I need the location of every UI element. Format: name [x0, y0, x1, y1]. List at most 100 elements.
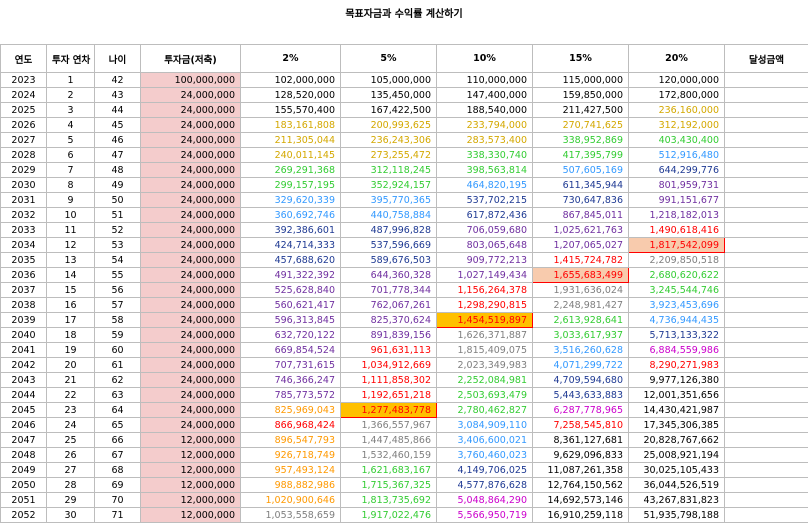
cell-achieved-amount[interactable]	[725, 73, 808, 88]
cell-year[interactable]: 2032	[1, 208, 47, 223]
cell-year[interactable]: 2052	[1, 508, 47, 523]
cell-year[interactable]: 2036	[1, 268, 47, 283]
cell-invest-year-count[interactable]: 21	[47, 373, 95, 388]
cell-age[interactable]: 54	[95, 253, 141, 268]
cell-age[interactable]: 57	[95, 298, 141, 313]
cell-rate-10[interactable]: 909,772,213	[437, 253, 533, 268]
cell-rate-2[interactable]: 392,386,601	[241, 223, 341, 238]
cell-rate-10[interactable]: 2,503,693,479	[437, 388, 533, 403]
header-rate-10[interactable]: 10%	[437, 45, 533, 73]
cell-rate-20[interactable]: 1,490,618,416	[629, 223, 725, 238]
cell-rate-10[interactable]: 706,059,680	[437, 223, 533, 238]
cell-year[interactable]: 2030	[1, 178, 47, 193]
cell-investment[interactable]: 12,000,000	[141, 448, 241, 463]
cell-invest-year-count[interactable]: 8	[47, 178, 95, 193]
cell-rate-15[interactable]: 2,613,928,641	[533, 313, 629, 328]
cell-age[interactable]: 63	[95, 388, 141, 403]
cell-rate-15[interactable]: 867,845,011	[533, 208, 629, 223]
cell-investment[interactable]: 24,000,000	[141, 133, 241, 148]
cell-age[interactable]: 53	[95, 238, 141, 253]
header-rate-15[interactable]: 15%	[533, 45, 629, 73]
cell-achieved-amount[interactable]	[725, 223, 808, 238]
cell-rate-10[interactable]: 1,156,264,378	[437, 283, 533, 298]
cell-rate-10[interactable]: 2,023,349,983	[437, 358, 533, 373]
cell-invest-year-count[interactable]: 24	[47, 418, 95, 433]
cell-year[interactable]: 2045	[1, 403, 47, 418]
cell-rate-5[interactable]: 1,532,460,159	[341, 448, 437, 463]
cell-rate-15[interactable]: 211,427,500	[533, 103, 629, 118]
cell-rate-5[interactable]: 395,770,365	[341, 193, 437, 208]
cell-investment[interactable]: 24,000,000	[141, 298, 241, 313]
header-invest-year-count[interactable]: 투자 연차	[47, 45, 95, 73]
cell-year[interactable]: 2023	[1, 73, 47, 88]
cell-rate-20[interactable]: 36,044,526,519	[629, 478, 725, 493]
cell-rate-10[interactable]: 147,400,000	[437, 88, 533, 103]
cell-year[interactable]: 2029	[1, 163, 47, 178]
cell-age[interactable]: 62	[95, 373, 141, 388]
cell-rate-2[interactable]: 183,161,808	[241, 118, 341, 133]
cell-investment[interactable]: 24,000,000	[141, 328, 241, 343]
cell-age[interactable]: 67	[95, 448, 141, 463]
cell-invest-year-count[interactable]: 30	[47, 508, 95, 523]
cell-year[interactable]: 2037	[1, 283, 47, 298]
cell-invest-year-count[interactable]: 26	[47, 448, 95, 463]
cell-year[interactable]: 2046	[1, 418, 47, 433]
cell-invest-year-count[interactable]: 19	[47, 343, 95, 358]
cell-achieved-amount[interactable]	[725, 313, 808, 328]
cell-age[interactable]: 71	[95, 508, 141, 523]
cell-achieved-amount[interactable]	[725, 298, 808, 313]
cell-age[interactable]: 66	[95, 433, 141, 448]
cell-invest-year-count[interactable]: 6	[47, 148, 95, 163]
cell-investment[interactable]: 24,000,000	[141, 283, 241, 298]
cell-rate-5[interactable]: 762,067,261	[341, 298, 437, 313]
cell-year[interactable]: 2031	[1, 193, 47, 208]
cell-investment[interactable]: 24,000,000	[141, 223, 241, 238]
cell-rate-5[interactable]: 167,422,500	[341, 103, 437, 118]
cell-year[interactable]: 2051	[1, 493, 47, 508]
cell-achieved-amount[interactable]	[725, 493, 808, 508]
cell-rate-2[interactable]: 632,720,122	[241, 328, 341, 343]
cell-rate-5[interactable]: 1,621,683,167	[341, 463, 437, 478]
cell-rate-10[interactable]: 3,084,909,110	[437, 418, 533, 433]
header-rate-5[interactable]: 5%	[341, 45, 437, 73]
cell-rate-5[interactable]: 1,813,735,692	[341, 493, 437, 508]
cell-rate-5[interactable]: 589,676,503	[341, 253, 437, 268]
cell-rate-2[interactable]: 669,854,524	[241, 343, 341, 358]
cell-rate-5[interactable]: 891,839,156	[341, 328, 437, 343]
cell-rate-15[interactable]: 3,033,617,937	[533, 328, 629, 343]
cell-rate-10[interactable]: 110,000,000	[437, 73, 533, 88]
cell-age[interactable]: 55	[95, 268, 141, 283]
cell-achieved-amount[interactable]	[725, 328, 808, 343]
header-age[interactable]: 나이	[95, 45, 141, 73]
cell-rate-5[interactable]: 1,715,367,325	[341, 478, 437, 493]
cell-achieved-amount[interactable]	[725, 373, 808, 388]
cell-rate-10[interactable]: 464,820,195	[437, 178, 533, 193]
cell-achieved-amount[interactable]	[725, 193, 808, 208]
cell-rate-10[interactable]: 1,626,371,887	[437, 328, 533, 343]
cell-rate-15[interactable]: 1,931,636,024	[533, 283, 629, 298]
cell-rate-15[interactable]: 9,629,096,833	[533, 448, 629, 463]
cell-age[interactable]: 49	[95, 178, 141, 193]
cell-rate-20[interactable]: 172,800,000	[629, 88, 725, 103]
header-rate-20[interactable]: 20%	[629, 45, 725, 73]
cell-invest-year-count[interactable]: 7	[47, 163, 95, 178]
cell-rate-2[interactable]: 866,968,424	[241, 418, 341, 433]
cell-rate-20[interactable]: 30,025,105,433	[629, 463, 725, 478]
cell-rate-5[interactable]: 312,118,245	[341, 163, 437, 178]
cell-rate-15[interactable]: 507,605,169	[533, 163, 629, 178]
cell-rate-15[interactable]: 338,952,869	[533, 133, 629, 148]
cell-rate-5[interactable]: 1,111,858,302	[341, 373, 437, 388]
cell-invest-year-count[interactable]: 25	[47, 433, 95, 448]
cell-age[interactable]: 51	[95, 208, 141, 223]
cell-investment[interactable]: 24,000,000	[141, 103, 241, 118]
cell-age[interactable]: 43	[95, 88, 141, 103]
cell-investment[interactable]: 24,000,000	[141, 313, 241, 328]
cell-rate-2[interactable]: 128,520,000	[241, 88, 341, 103]
cell-rate-5[interactable]: 1,447,485,866	[341, 433, 437, 448]
cell-investment[interactable]: 12,000,000	[141, 478, 241, 493]
cell-achieved-amount[interactable]	[725, 178, 808, 193]
cell-year[interactable]: 2038	[1, 298, 47, 313]
cell-rate-2[interactable]: 785,773,572	[241, 388, 341, 403]
cell-achieved-amount[interactable]	[725, 448, 808, 463]
cell-investment[interactable]: 24,000,000	[141, 238, 241, 253]
